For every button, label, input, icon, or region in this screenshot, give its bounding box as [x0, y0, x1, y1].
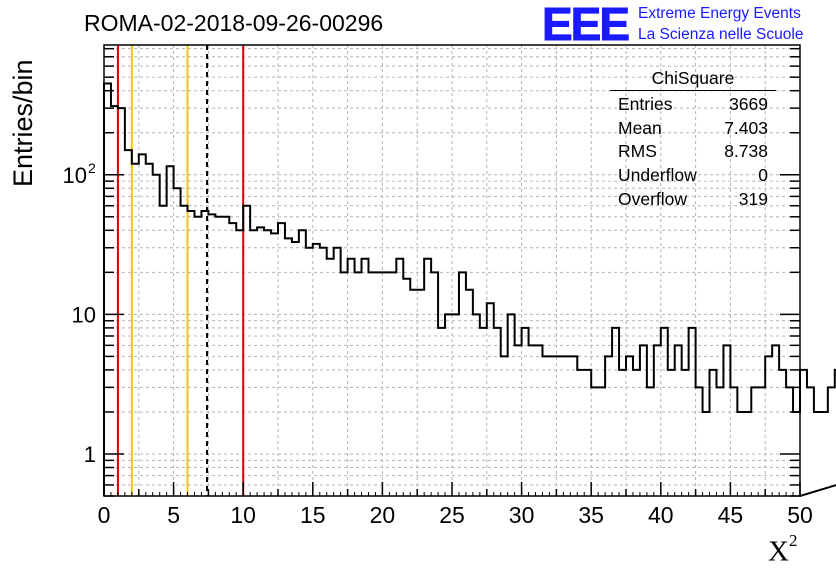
stats-row: Overflow 319	[610, 188, 776, 212]
logo-letters: EEE	[542, 2, 628, 46]
stats-rows: Entries 3669 Mean 7.403 RMS 8.738 Underflow 0 Ov…	[610, 93, 776, 212]
stats-box: ChiSquare Entries 3669 Mean 7.403 RMS 8.738 Un…	[610, 68, 776, 212]
y-tick-label: 10	[72, 302, 96, 327]
x-tick-label: 35	[578, 502, 604, 528]
logo-line-1: Extreme Energy Events	[638, 5, 801, 22]
x-tick-label: 10	[230, 502, 256, 528]
histogram-line	[103, 82, 836, 497]
x-tick-label: 40	[648, 502, 674, 528]
x-tick-label: 25	[439, 502, 465, 528]
stats-row: RMS 8.738	[610, 140, 776, 164]
stats-label: Overflow	[618, 188, 688, 209]
x-tick-label: 45	[718, 502, 744, 528]
y-tick-label: 1	[84, 442, 96, 467]
x-tick-label: 20	[370, 502, 396, 528]
stats-row: Underflow 0	[610, 164, 776, 188]
stats-value: 3669	[729, 94, 768, 114]
stats-label: Underflow	[618, 165, 697, 186]
x-axis-label-superscript: 2	[788, 531, 798, 550]
stats-box-title: ChiSquare	[610, 68, 776, 91]
x-tick-label: 30	[509, 502, 535, 528]
stats-label: RMS	[618, 141, 657, 162]
stats-value: 8.738	[724, 141, 768, 162]
reference-lines	[116, 45, 245, 496]
stats-label: Entries	[618, 94, 673, 114]
stats-value: 319	[738, 188, 768, 209]
stats-label: Mean	[618, 117, 662, 138]
x-tick-label: 15	[300, 502, 326, 528]
y-tick-exponent: 2	[88, 160, 96, 176]
stats-value: 7.403	[724, 117, 768, 138]
x-tick-label: 0	[98, 502, 111, 528]
axis-ticks	[103, 47, 801, 497]
stats-value: 0	[758, 165, 768, 186]
chart-title: ROMA-02-2018-09-26-00296	[84, 10, 384, 36]
logo-text: Extreme Energy Events La Scienza nelle S…	[638, 3, 803, 45]
x-axis-label-base: X	[768, 535, 789, 568]
stats-row: Mean 7.403	[610, 117, 776, 141]
logo-line-2: La Scienza nelle Scuole	[638, 26, 804, 43]
stats-row: Entries 3669	[610, 93, 776, 117]
y-tick-label: 10	[63, 163, 87, 188]
grid-lines	[104, 45, 800, 497]
x-tick-label: 50	[787, 502, 813, 528]
eee-logo-icon: EEE	[542, 2, 631, 46]
x-axis-label: X2	[768, 531, 797, 569]
x-tick-label: 5	[167, 502, 180, 528]
